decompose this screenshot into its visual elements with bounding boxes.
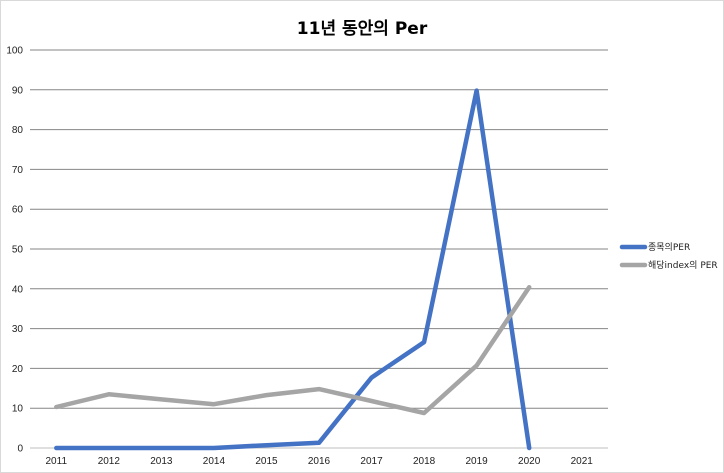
x-tick-label: 2014 — [203, 456, 226, 467]
x-tick-label: 2021 — [571, 456, 594, 467]
x-tick-label: 2017 — [360, 456, 383, 467]
y-axis-ticks: 0 10 20 30 40 50 60 70 80 90 100 — [6, 46, 23, 455]
chart-title: 11년 동안의 Per — [296, 19, 428, 39]
x-tick-label: 2019 — [466, 456, 489, 467]
y-tick-label: 60 — [12, 205, 24, 216]
x-tick-label: 2015 — [255, 456, 278, 467]
legend-label: 종목의PER — [648, 242, 690, 253]
y-tick-label: 30 — [12, 324, 24, 335]
y-tick-label: 20 — [12, 364, 24, 375]
y-tick-label: 10 — [12, 404, 24, 415]
x-tick-label: 2018 — [413, 456, 436, 467]
series-line-0 — [54, 88, 532, 451]
y-tick-label: 80 — [12, 125, 24, 136]
x-tick-label: 2013 — [150, 456, 173, 467]
x-axis-ticks: 2011 2012 2013 2014 2015 2016 2017 2018 2019 2020… — [46, 456, 594, 467]
x-tick-label: 2020 — [518, 456, 541, 467]
y-tick-label: 70 — [12, 165, 24, 176]
series-lines — [54, 88, 532, 451]
x-tick-label: 2016 — [308, 456, 331, 467]
series-line-1 — [54, 284, 532, 416]
legend: 종목의PER 해당index의 PER — [619, 242, 718, 271]
x-tick-label: 2011 — [46, 456, 68, 467]
y-tick-label: 100 — [6, 46, 23, 57]
legend-label: 해당index의 PER — [648, 260, 718, 271]
x-tick-label: 2012 — [98, 456, 121, 467]
y-tick-label: 40 — [12, 284, 24, 295]
y-tick-label: 0 — [17, 444, 23, 455]
y-tick-label: 90 — [12, 85, 24, 96]
y-tick-label: 50 — [12, 245, 24, 256]
